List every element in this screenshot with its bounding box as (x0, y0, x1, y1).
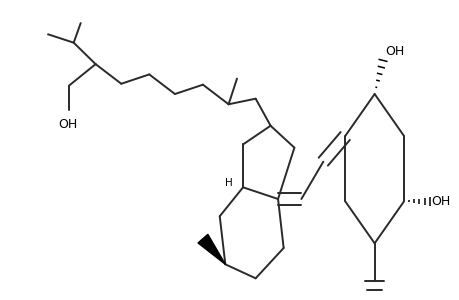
Text: OH: OH (58, 118, 78, 131)
Text: OH: OH (385, 45, 404, 58)
Text: OH: OH (431, 195, 450, 208)
Polygon shape (197, 234, 225, 264)
Text: H: H (225, 178, 232, 188)
